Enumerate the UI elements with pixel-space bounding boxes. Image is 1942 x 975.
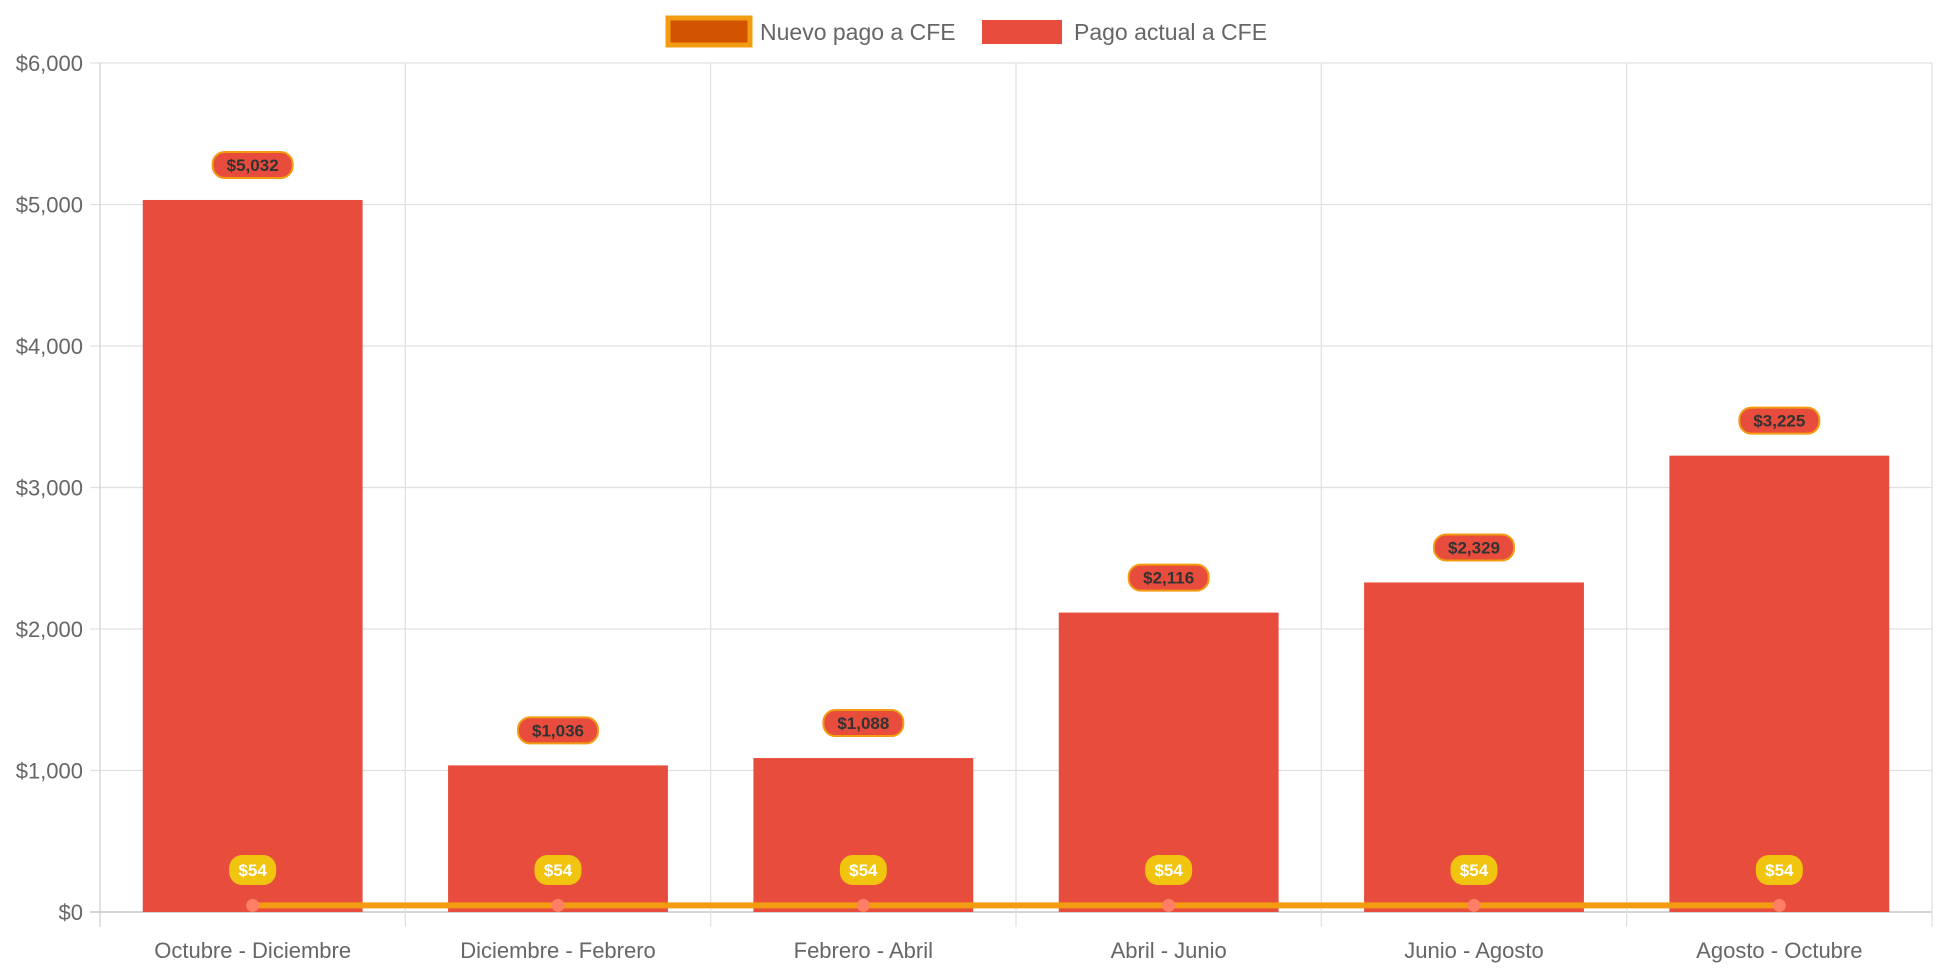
x-tick-label: Febrero - Abril (794, 938, 933, 963)
x-tick-label: Abril - Junio (1111, 938, 1227, 963)
line-point (1772, 898, 1786, 912)
line-point (551, 898, 565, 912)
bar (448, 765, 668, 912)
bar (1669, 455, 1890, 912)
line-value-label-bg (1145, 855, 1193, 885)
line-value-label-bg (534, 855, 582, 885)
bar-value-label: $2,116 (1143, 569, 1194, 588)
line-value-label: $54 (1765, 861, 1794, 880)
line-point (1467, 898, 1481, 912)
bar-value-label-bg (517, 716, 599, 745)
bar-value-label-bg (211, 150, 294, 179)
y-tick-label: $6,000 (16, 51, 83, 76)
bar-value-label: $5,032 (227, 156, 279, 175)
bar-value-label-bg (1433, 533, 1515, 562)
line-value-label: $54 (544, 861, 573, 880)
line-point (1162, 898, 1176, 912)
line-value-label-bg (1755, 855, 1803, 885)
line-point (246, 898, 260, 912)
line-value-label: $54 (238, 861, 267, 880)
bar-value-label-bg (1738, 406, 1821, 435)
line-value-label: $54 (849, 861, 878, 880)
line-value-label: $54 (1460, 861, 1489, 880)
bar-value-label: $1,088 (837, 714, 889, 733)
y-tick-label: $0 (59, 900, 83, 925)
legend-label: Pago actual a CFE (1074, 19, 1267, 45)
bar-value-label-bg (1127, 563, 1210, 592)
x-tick-label: Agosto - Octubre (1696, 938, 1862, 963)
bar-value-label: $2,329 (1448, 538, 1500, 557)
line-value-label-bg (229, 855, 277, 885)
x-tick-label: Octubre - Diciembre (154, 938, 351, 963)
y-tick-label: $3,000 (16, 476, 83, 501)
y-tick-label: $4,000 (16, 334, 83, 359)
bar-value-label: $1,036 (532, 721, 584, 740)
line-point (856, 898, 870, 912)
y-tick-label: $5,000 (16, 193, 83, 218)
line-value-label: $54 (1154, 861, 1183, 880)
line-value-label-bg (839, 855, 887, 885)
bar (753, 758, 974, 912)
bar-value-label: $3,225 (1753, 412, 1805, 431)
y-tick-label: $2,000 (16, 617, 83, 642)
legend-label: Nuevo pago a CFE (760, 19, 956, 45)
x-tick-label: Diciembre - Febrero (460, 938, 656, 963)
line-value-label-bg (1450, 855, 1498, 885)
y-tick-label: $1,000 (16, 759, 83, 784)
bar-value-label-bg (822, 709, 905, 738)
legend-swatch-line (665, 15, 753, 48)
bar (142, 199, 363, 913)
legend-swatch-bar (982, 20, 1062, 44)
x-tick-label: Junio - Agosto (1404, 938, 1543, 963)
